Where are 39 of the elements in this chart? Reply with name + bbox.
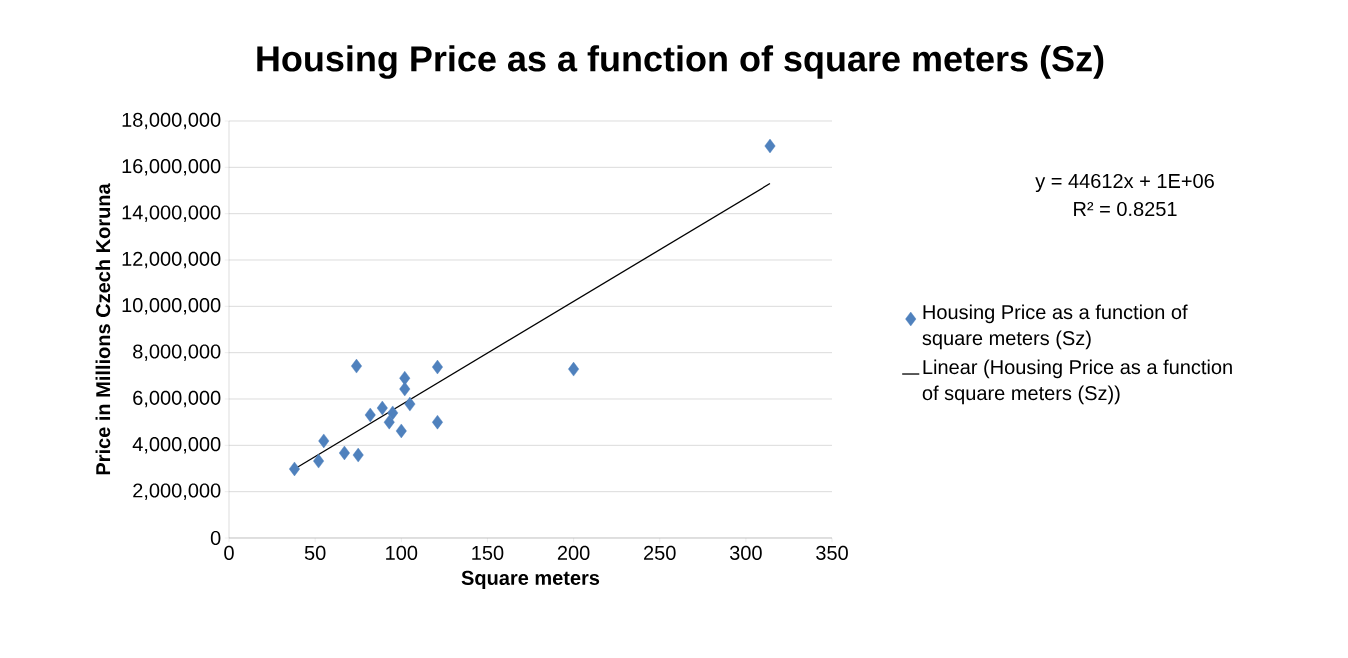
y-tick-label: 2,000,000 — [133, 483, 221, 500]
x-tick-label: 250 — [644, 545, 676, 560]
point — [338, 445, 350, 461]
y-tick-label: 10,000,000 — [122, 298, 221, 315]
point — [395, 423, 407, 439]
text: R² = 0.8251 — [1074, 201, 1177, 217]
legend-label: Linear (Housing Price as a function of square meters (Sz)) — [922, 359, 1232, 405]
x-axis-title: Square meters — [461, 570, 600, 589]
y-tick-label: 14,000,000 — [122, 205, 221, 222]
y-tick-label: 12,000,000 — [122, 251, 221, 269]
point — [318, 433, 330, 449]
y-axis-title: Price in Millions Czech Koruna — [95, 183, 111, 475]
point — [764, 138, 776, 154]
y-tick-label: 6,000,000 — [133, 390, 221, 408]
x-tick-label: 0 — [224, 545, 234, 560]
x-tick-label: 100 — [386, 545, 418, 560]
point — [399, 370, 411, 386]
point — [383, 414, 395, 430]
y-tick-label: 0 — [210, 530, 221, 546]
point — [568, 361, 580, 377]
y-tick-label: 16,000,000 — [122, 159, 221, 176]
y-tick-label: 8,000,000 — [133, 344, 221, 361]
point — [352, 447, 364, 463]
legend-label: Housing Price as a function of square meters (Sz) — [922, 304, 1188, 350]
chart-title: Housing Price as a function of square meters (Sz) — [257, 45, 1104, 79]
text: y = 44612x + 1E+06 — [1035, 173, 1214, 193]
point — [399, 381, 411, 397]
point — [313, 453, 325, 469]
x-tick-label: 50 — [304, 545, 326, 560]
x-tick-label: 300 — [729, 545, 762, 560]
x-tick-label: 200 — [557, 545, 590, 560]
point — [404, 396, 416, 412]
point — [364, 407, 376, 423]
x-tick-label: 150 — [472, 545, 504, 560]
point — [387, 405, 399, 421]
y-tick-label: 18,000,000 — [122, 112, 221, 130]
x-tick-label: 350 — [816, 545, 848, 560]
y-tick-label: 4,000,000 — [132, 437, 221, 454]
point — [376, 400, 388, 416]
